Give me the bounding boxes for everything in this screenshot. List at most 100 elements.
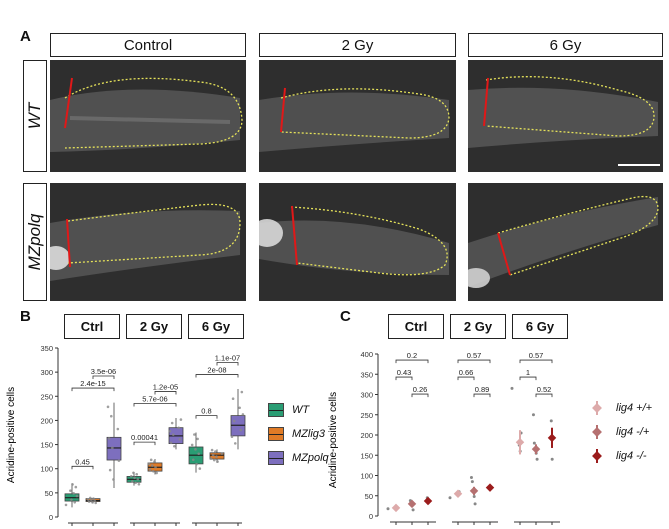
box-point-mzlig3-6-gy xyxy=(209,457,213,460)
box-point-mzpolq-6-gy xyxy=(238,406,241,410)
box-point-wt-6-gy xyxy=(195,462,198,466)
panel-b-pvalue-ctrl-0-2: 2.4e-15 xyxy=(80,379,105,388)
box-point-mzpolq-ctrl xyxy=(109,414,113,418)
box-point-wt-ctrl xyxy=(74,485,78,489)
panel-c-ytick-label: 150 xyxy=(360,451,373,460)
panel-b-facet-6gy: 6 Gy xyxy=(188,314,244,339)
legend-marker-lig4-hom xyxy=(592,449,602,463)
legend-label-lig4-het: lig4 -/+ xyxy=(616,426,650,438)
mean-marker-lig4-ctrl xyxy=(423,496,433,506)
box-point-wt-6-gy xyxy=(191,458,195,462)
box-point-wt-6-gy xyxy=(194,448,197,451)
legend-label-lig4-hom: lig4 -/- xyxy=(616,450,647,462)
row-header-wt: WT xyxy=(23,60,47,172)
dot-point-lig4-6-gy xyxy=(510,386,514,390)
panel-c-pvalue-6-gy-1-2: 0.52 xyxy=(537,385,552,394)
box-point-wt-2-gy xyxy=(129,474,133,478)
panel-b-pvalue-2-gy-0-1: 0.00041 xyxy=(131,433,158,442)
box-point-mzpolq-ctrl xyxy=(116,427,120,431)
panel-b-bracket-ctrl-0-2 xyxy=(71,387,115,392)
dot-point-lig4-6-gy xyxy=(550,457,554,461)
mean-marker-lig4-6-gy xyxy=(547,433,557,443)
dot-point-lig4-6-gy xyxy=(531,413,535,417)
mean-marker-lig4-2-gy xyxy=(453,489,463,498)
mean-marker-lig4-2-gy xyxy=(485,483,495,492)
panel-c-ytick-label: 400 xyxy=(360,350,373,359)
panel-c-ytick-label: 300 xyxy=(360,391,373,400)
box-point-mzpolq-ctrl xyxy=(107,437,111,440)
box-point-mzpolq-2-gy xyxy=(173,444,176,448)
box-point-mzpolq-2-gy xyxy=(179,418,183,421)
panel-b-ytick-label: 50 xyxy=(45,489,53,498)
box-point-wt-2-gy xyxy=(132,471,135,475)
legend-swatch-mzlig3 xyxy=(268,427,284,441)
box-point-wt-ctrl xyxy=(75,494,79,498)
box-point-mzlig3-ctrl xyxy=(91,500,94,504)
panel-b-ytick-label: 300 xyxy=(40,368,53,377)
panel-b-ytick-label: 350 xyxy=(40,344,53,353)
dot-point-lig4-ctrl xyxy=(386,507,390,511)
column-header-2gy: 2 Gy xyxy=(259,33,456,57)
box-point-mzlig3-2-gy xyxy=(147,462,151,466)
panel-c-bracket-ctrl-0-2 xyxy=(395,359,429,364)
legend-marker-lig4-wt xyxy=(592,401,602,415)
dot-point-lig4-6-gy xyxy=(532,441,536,445)
micrograph-mzpolq-6gy xyxy=(468,183,663,301)
panel-c-bracket-2-gy-0-1 xyxy=(457,376,475,381)
panel-b-ylabel: Acridine-positive cells xyxy=(6,387,17,483)
panel-b-bracket-2-gy-0-2 xyxy=(133,403,177,407)
box-point-mzlig3-ctrl xyxy=(93,499,96,503)
box-point-mzlig3-2-gy xyxy=(150,464,154,467)
panel-b-ytick-label: 200 xyxy=(40,416,53,425)
box-point-mzlig3-2-gy xyxy=(153,460,156,463)
legend-item-wt: WT xyxy=(268,398,329,422)
panel-c-pvalue-ctrl-0-2: 0.2 xyxy=(407,351,417,360)
box-point-mzlig3-2-gy xyxy=(154,465,157,469)
panel-c-ytick-label: 100 xyxy=(360,472,373,481)
box-point-mzpolq-6-gy xyxy=(233,442,237,445)
dot-point-lig4-2-gy xyxy=(470,480,474,484)
panel-b-ytick-label: 150 xyxy=(40,441,53,450)
micrograph-wt-2gy xyxy=(259,60,456,172)
row-header-mzpolq: MZpolq xyxy=(23,183,47,301)
box-point-mzpolq-ctrl xyxy=(112,478,115,481)
box-point-wt-2-gy xyxy=(137,482,141,486)
panel-b-pvalue-ctrl-0-1: 0.45 xyxy=(75,457,90,466)
panel-b-ytick-label: 0 xyxy=(49,513,53,522)
panel-c-pvalue-6-gy-0-2: 0.57 xyxy=(529,351,544,360)
box-point-wt-ctrl xyxy=(71,483,74,486)
panel-b-bracket-2-gy-1-2 xyxy=(154,391,177,395)
legend-item-lig4-wt: lig4 +/+ xyxy=(590,396,652,420)
row-header-wt-label: WT xyxy=(25,102,44,130)
panel-b-pvalue-2-gy-0-2: 5.7e-06 xyxy=(142,395,167,404)
dot-point-lig4-6-gy xyxy=(549,419,553,423)
micrograph-wt-control xyxy=(50,60,246,172)
legend-item-mzlig3: MZlig3 xyxy=(268,422,329,446)
panel-c-pvalue-2-gy-1-2: 0.89 xyxy=(475,385,490,394)
dot-point-lig4-ctrl xyxy=(411,508,415,512)
box-point-mzlig3-ctrl xyxy=(86,498,90,501)
box-point-mzlig3-2-gy xyxy=(155,471,158,475)
column-header-6gy: 6 Gy xyxy=(468,33,663,57)
panel-b-pvalue-ctrl-1-2: 3.5e-06 xyxy=(91,367,116,376)
panel-b-pvalue-2-gy-1-2: 1.2e-05 xyxy=(153,382,178,391)
box-mzpolq-ctrl xyxy=(106,436,122,461)
box-point-mzlig3-ctrl xyxy=(90,498,93,502)
box-point-wt-ctrl xyxy=(73,500,77,504)
panel-c-bracket-6-gy-0-1 xyxy=(519,376,537,381)
panel-b-facet-ctrl: Ctrl xyxy=(64,314,120,339)
box-point-mzlig3-ctrl xyxy=(87,500,91,503)
box-point-mzpolq-2-gy xyxy=(177,426,181,430)
box-point-mzpolq-2-gy xyxy=(170,421,174,425)
panel-c-ytick-label: 200 xyxy=(360,431,373,440)
box-point-mzpolq-2-gy xyxy=(178,438,182,441)
box-point-mzpolq-6-gy xyxy=(241,413,245,416)
micrograph-mzpolq-2gy xyxy=(259,183,456,301)
box-point-mzpolq-2-gy xyxy=(169,441,173,445)
box-point-mzlig3-ctrl xyxy=(94,501,98,505)
panel-c-pvalue-ctrl-1-2: 0.26 xyxy=(413,385,428,394)
panel-b-pvalue-6-gy-0-2: 2e-08 xyxy=(207,366,226,375)
panel-b-facet-2gy: 2 Gy xyxy=(126,314,182,339)
box-point-mzpolq-ctrl xyxy=(106,405,110,409)
box-point-wt-2-gy xyxy=(131,479,134,483)
